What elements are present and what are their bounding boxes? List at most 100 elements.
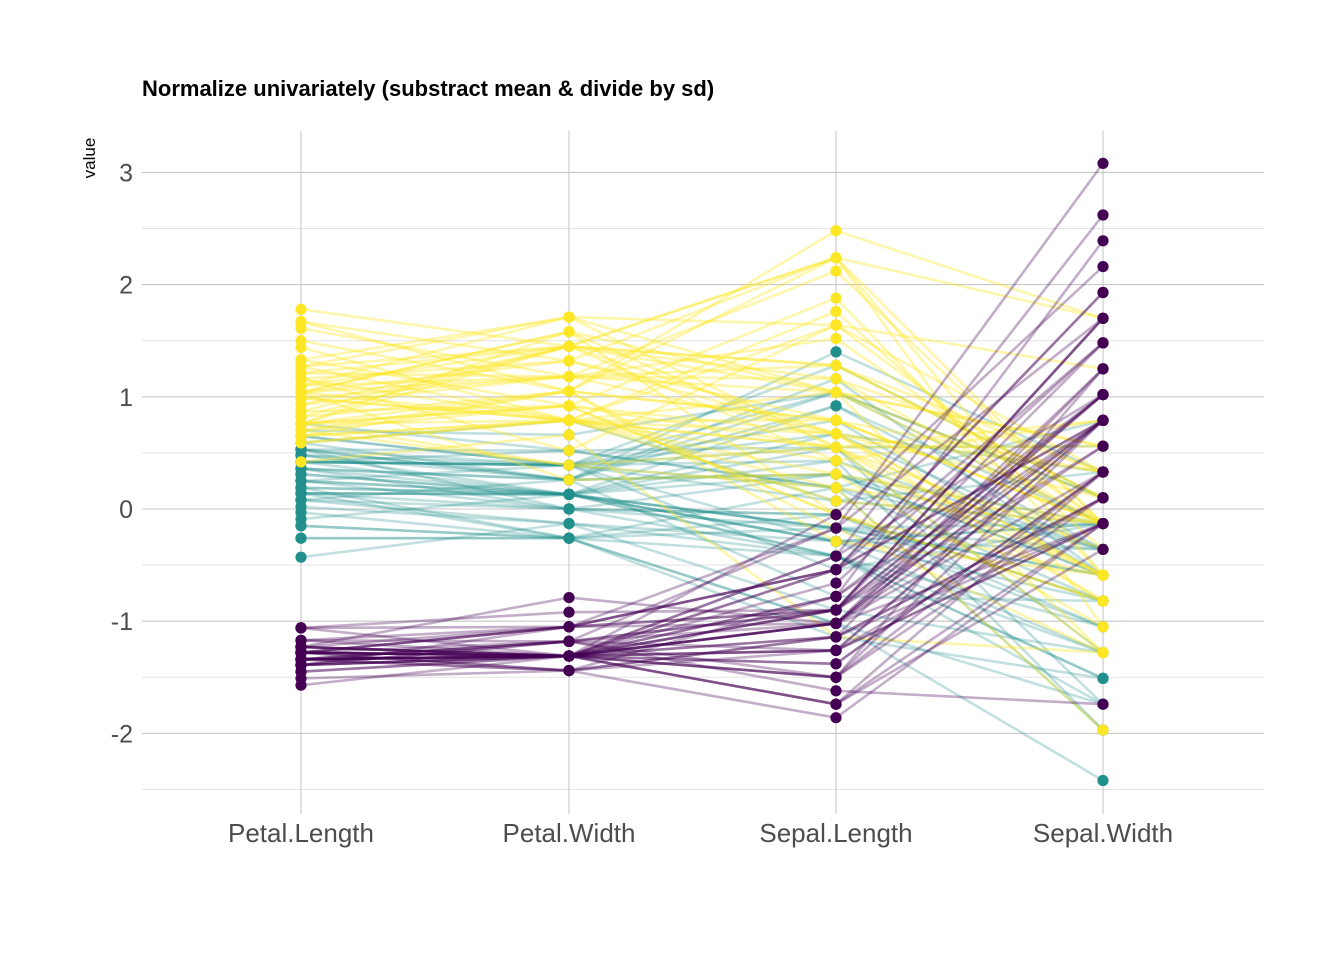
series-line xyxy=(300,460,1104,551)
series-line xyxy=(300,317,1104,658)
data-point xyxy=(563,606,575,618)
series-line xyxy=(300,330,1104,500)
data-point xyxy=(295,367,307,379)
data-point xyxy=(830,400,842,412)
y-tick-label: 1 xyxy=(119,384,133,412)
series-line xyxy=(300,341,1104,654)
grid-major-lines xyxy=(142,171,1264,734)
series-line xyxy=(301,536,1104,680)
series-line xyxy=(300,317,1104,654)
series-line xyxy=(300,419,1104,577)
series-line xyxy=(300,470,1104,673)
series-line xyxy=(300,389,1104,654)
data-point xyxy=(1097,261,1109,273)
data-point xyxy=(830,305,842,318)
data-point xyxy=(830,359,842,371)
series-line xyxy=(300,479,1104,603)
series-line xyxy=(300,396,1104,500)
data-point xyxy=(830,332,842,345)
series-line xyxy=(300,393,1104,667)
data-point xyxy=(563,592,575,604)
series-line xyxy=(300,419,1104,525)
series-line xyxy=(300,404,1104,654)
data-point xyxy=(830,644,842,657)
x-tick-label: Petal.Width xyxy=(503,818,636,848)
data-point xyxy=(1097,312,1109,324)
data-point xyxy=(1097,492,1109,504)
data-point xyxy=(1097,209,1109,221)
series-line xyxy=(300,522,1104,661)
series-line xyxy=(300,296,1104,577)
series-line xyxy=(300,315,1104,371)
series-line xyxy=(300,375,1104,577)
data-point xyxy=(1097,698,1109,710)
series-line xyxy=(300,496,1104,658)
series-line xyxy=(300,364,1104,499)
x-tick-label: Sepal.Width xyxy=(1033,818,1173,848)
series-line xyxy=(300,344,1104,474)
y-tick-label: -2 xyxy=(111,720,133,748)
series-line xyxy=(301,536,1104,706)
series-line xyxy=(300,375,1104,448)
series-line xyxy=(300,429,1104,731)
series-line xyxy=(300,419,1104,503)
data-point xyxy=(1097,363,1109,375)
series-line xyxy=(300,390,1104,500)
series-line xyxy=(300,269,1104,525)
series-line xyxy=(300,390,1104,500)
data-point xyxy=(830,386,842,398)
series-line xyxy=(300,445,1104,706)
series-line xyxy=(300,492,1104,628)
series-line xyxy=(300,445,1104,630)
series-line xyxy=(300,389,1104,577)
data-point xyxy=(830,455,842,467)
series-line xyxy=(300,548,1104,706)
data-point xyxy=(295,456,307,468)
series-line xyxy=(300,486,1104,731)
data-point xyxy=(563,340,575,352)
series-line xyxy=(300,453,1104,525)
series-line xyxy=(300,404,1104,603)
data-point xyxy=(563,429,575,441)
data-point xyxy=(830,631,842,643)
series-line xyxy=(300,445,1104,661)
data-point xyxy=(295,303,307,315)
series-line xyxy=(300,459,1104,551)
series-line xyxy=(300,419,1104,679)
series-line xyxy=(300,367,1104,661)
series-line xyxy=(300,467,1104,629)
series-line xyxy=(300,419,1104,649)
data-point xyxy=(563,326,575,338)
series-line xyxy=(300,240,1105,672)
data-point xyxy=(295,380,307,392)
series-line xyxy=(300,524,1104,782)
data-point xyxy=(563,311,575,323)
data-point xyxy=(1097,389,1109,401)
series-line xyxy=(300,496,1104,672)
series-line xyxy=(300,470,1104,667)
series-lines xyxy=(300,162,1105,782)
series-line xyxy=(300,359,1104,525)
series-line xyxy=(300,460,1104,543)
series-line xyxy=(300,419,1104,525)
series-line xyxy=(300,472,1104,577)
series-line xyxy=(300,391,1104,628)
series-line xyxy=(300,330,1104,577)
data-point xyxy=(1097,518,1109,530)
series-line xyxy=(300,444,1104,453)
series-line xyxy=(300,522,1104,706)
series-line xyxy=(300,460,1104,571)
x-tick-label: Petal.Length xyxy=(228,818,374,848)
y-tick-label: 2 xyxy=(119,272,133,300)
series-line xyxy=(300,404,1104,525)
data-point xyxy=(295,418,307,430)
series-line xyxy=(300,214,1105,661)
data-point xyxy=(563,621,575,633)
series-line xyxy=(300,486,1104,603)
data-point xyxy=(1097,286,1109,299)
series-line xyxy=(300,389,1104,525)
data-point xyxy=(563,445,575,457)
series-line xyxy=(300,393,1104,661)
x-tick-labels: Petal.Length Petal.Width Sepal.Length Sepal… xyxy=(228,818,1173,848)
